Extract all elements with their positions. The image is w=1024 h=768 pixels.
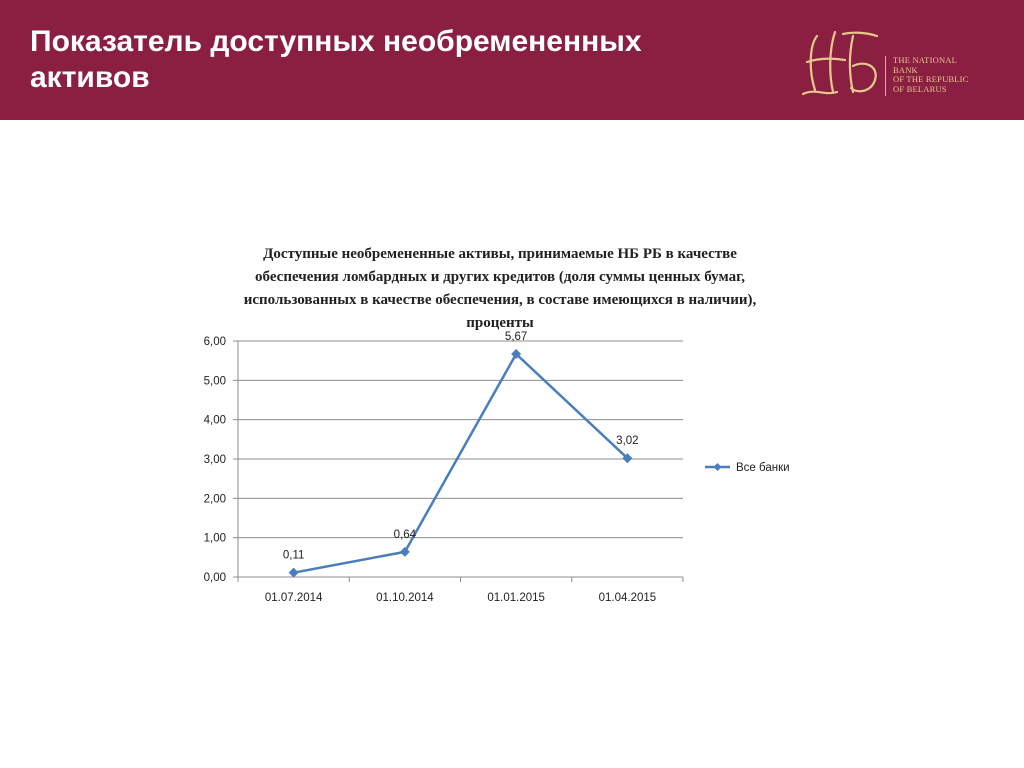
logo-line-2: BANK	[893, 64, 918, 75]
logo-divider	[885, 56, 886, 96]
y-tick-label: 0,00	[204, 572, 226, 584]
x-tick-label: 01.01.2015	[487, 592, 545, 604]
y-tick-label: 4,00	[204, 415, 226, 427]
y-tick-label: 6,00	[204, 336, 226, 348]
x-tick-label: 01.07.2014	[265, 592, 323, 604]
page-title: Показатель доступных необремененных акти…	[30, 25, 642, 94]
legend-label: Все банки	[736, 462, 790, 474]
data-label: 0,64	[394, 529, 417, 541]
monogram-icon	[801, 30, 879, 96]
y-tick-label: 1,00	[204, 533, 226, 545]
data-point	[288, 567, 299, 578]
x-tick-label: 01.10.2014	[376, 592, 434, 604]
data-label: 0,11	[283, 550, 305, 562]
header-bar: Показатель доступных необремененных акти…	[0, 0, 1024, 120]
data-label: 3,02	[616, 435, 638, 447]
data-point	[511, 348, 522, 359]
data-label: 5,67	[505, 331, 527, 343]
y-tick-labels: 0,00 1,00 2,00 3,00 4,00 5,00 6,00	[204, 336, 226, 584]
legend: Все банки	[705, 462, 790, 474]
chart-title: Доступные необремененные активы, принима…	[243, 246, 757, 331]
y-tick-label: 3,00	[204, 454, 226, 466]
y-tick-label: 5,00	[204, 375, 226, 387]
x-tick-label: 01.04.2015	[599, 592, 657, 604]
logo-line-1: THE NATIONAL	[893, 55, 958, 65]
data-point	[622, 453, 633, 464]
axes	[233, 340, 684, 582]
legend-marker	[713, 463, 722, 471]
logo-text: THE NATIONAL BANK OF THE REPUBLIC OF BEL…	[893, 55, 1003, 94]
data-point	[399, 546, 410, 557]
series-group: 0,11 0,64 5,67 3,02	[283, 331, 639, 578]
grid-lines	[238, 340, 683, 539]
y-tick-label: 2,00	[204, 493, 226, 505]
x-tick-labels: 01.07.2014 01.10.2014 01.01.2015 01.04.2015	[265, 592, 656, 604]
bank-logo: THE NATIONAL BANK OF THE REPUBLIC OF BEL…	[795, 22, 995, 102]
logo-line-3: OF THE REPUBLIC	[893, 74, 969, 84]
series-line	[293, 351, 629, 574]
logo-line-4: OF BELARUS	[893, 83, 947, 94]
